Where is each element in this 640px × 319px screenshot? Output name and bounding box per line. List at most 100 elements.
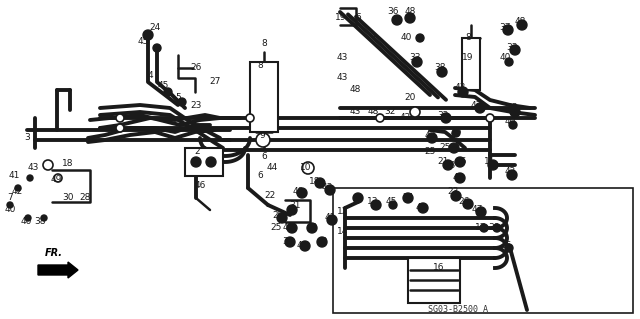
Text: 26: 26 xyxy=(451,128,461,137)
Circle shape xyxy=(510,45,520,55)
Text: 14: 14 xyxy=(337,227,349,236)
Text: 16: 16 xyxy=(433,263,445,272)
Circle shape xyxy=(317,237,327,247)
Text: 11: 11 xyxy=(484,158,496,167)
Circle shape xyxy=(476,207,486,217)
Circle shape xyxy=(480,224,488,232)
Text: 18: 18 xyxy=(62,160,74,168)
Text: 46: 46 xyxy=(195,181,205,189)
Text: 19: 19 xyxy=(462,54,474,63)
Circle shape xyxy=(505,58,513,66)
Circle shape xyxy=(287,223,297,233)
Circle shape xyxy=(437,67,447,77)
Circle shape xyxy=(27,175,33,181)
Text: 40: 40 xyxy=(400,33,412,42)
Text: 38: 38 xyxy=(435,63,445,72)
Text: 40: 40 xyxy=(20,218,32,226)
Circle shape xyxy=(353,193,363,203)
Circle shape xyxy=(449,143,459,153)
Text: 43: 43 xyxy=(444,160,456,169)
Circle shape xyxy=(164,88,172,96)
Circle shape xyxy=(517,20,527,30)
Text: 33: 33 xyxy=(409,54,420,63)
Circle shape xyxy=(41,215,47,221)
Circle shape xyxy=(277,213,287,223)
Text: 42: 42 xyxy=(12,188,22,197)
Text: 35: 35 xyxy=(455,158,467,167)
Text: 48: 48 xyxy=(404,8,416,17)
Text: 45: 45 xyxy=(385,197,397,206)
Text: 42: 42 xyxy=(399,114,411,122)
Text: 43: 43 xyxy=(454,84,466,93)
Text: 5: 5 xyxy=(175,93,181,102)
Circle shape xyxy=(143,30,153,40)
Circle shape xyxy=(451,191,461,201)
Circle shape xyxy=(7,202,13,208)
Text: 19: 19 xyxy=(335,13,347,23)
Text: 42: 42 xyxy=(307,224,317,233)
Text: FR.: FR. xyxy=(45,248,63,258)
Text: 18: 18 xyxy=(309,177,321,187)
Bar xyxy=(250,62,278,132)
Text: 6: 6 xyxy=(257,170,263,180)
Text: 40: 40 xyxy=(499,54,511,63)
Circle shape xyxy=(287,205,297,215)
Circle shape xyxy=(418,203,428,213)
Text: 7: 7 xyxy=(370,33,376,42)
Circle shape xyxy=(206,157,216,167)
Circle shape xyxy=(416,34,424,42)
Text: 36: 36 xyxy=(387,8,399,17)
Text: 26: 26 xyxy=(190,63,202,72)
Text: 23: 23 xyxy=(447,188,459,197)
Text: 31: 31 xyxy=(289,201,301,210)
Circle shape xyxy=(43,160,53,170)
Text: 15: 15 xyxy=(501,241,513,249)
Circle shape xyxy=(25,215,31,221)
Text: 40: 40 xyxy=(504,117,516,127)
Circle shape xyxy=(463,199,473,209)
Bar xyxy=(408,258,460,303)
Circle shape xyxy=(297,188,307,198)
Circle shape xyxy=(410,107,420,117)
Circle shape xyxy=(178,98,186,106)
Text: 33: 33 xyxy=(506,43,518,53)
Circle shape xyxy=(191,157,201,167)
Text: 45: 45 xyxy=(138,38,148,47)
Circle shape xyxy=(54,174,62,182)
Text: 48: 48 xyxy=(367,108,379,116)
Circle shape xyxy=(455,157,465,167)
Text: 6: 6 xyxy=(261,152,267,161)
Text: 48: 48 xyxy=(452,174,464,182)
Text: 28: 28 xyxy=(79,192,91,202)
Text: 24: 24 xyxy=(149,23,161,32)
Circle shape xyxy=(403,193,413,203)
Circle shape xyxy=(475,103,485,113)
Text: 4: 4 xyxy=(147,70,153,79)
Circle shape xyxy=(285,237,295,247)
Text: 6: 6 xyxy=(355,13,361,23)
Text: 29: 29 xyxy=(272,211,284,219)
Circle shape xyxy=(509,121,517,129)
Circle shape xyxy=(392,15,402,25)
Circle shape xyxy=(452,129,460,137)
Text: 45: 45 xyxy=(415,204,427,212)
Text: 8: 8 xyxy=(257,61,263,70)
Circle shape xyxy=(376,114,384,122)
Circle shape xyxy=(371,200,381,210)
Text: 20: 20 xyxy=(404,93,416,102)
Text: 9: 9 xyxy=(259,130,265,139)
Text: 38: 38 xyxy=(35,218,45,226)
Circle shape xyxy=(315,178,325,188)
Text: 22: 22 xyxy=(264,190,276,199)
Text: 49: 49 xyxy=(292,188,304,197)
Text: 32: 32 xyxy=(384,108,396,116)
Text: SG03-B2500 A: SG03-B2500 A xyxy=(428,305,488,314)
Text: 10: 10 xyxy=(300,164,312,173)
Bar xyxy=(185,148,223,176)
Circle shape xyxy=(441,113,451,123)
Text: 21: 21 xyxy=(437,158,449,167)
Circle shape xyxy=(503,25,513,35)
Circle shape xyxy=(505,244,513,252)
Text: 37: 37 xyxy=(499,24,511,33)
Text: 32: 32 xyxy=(437,110,449,120)
